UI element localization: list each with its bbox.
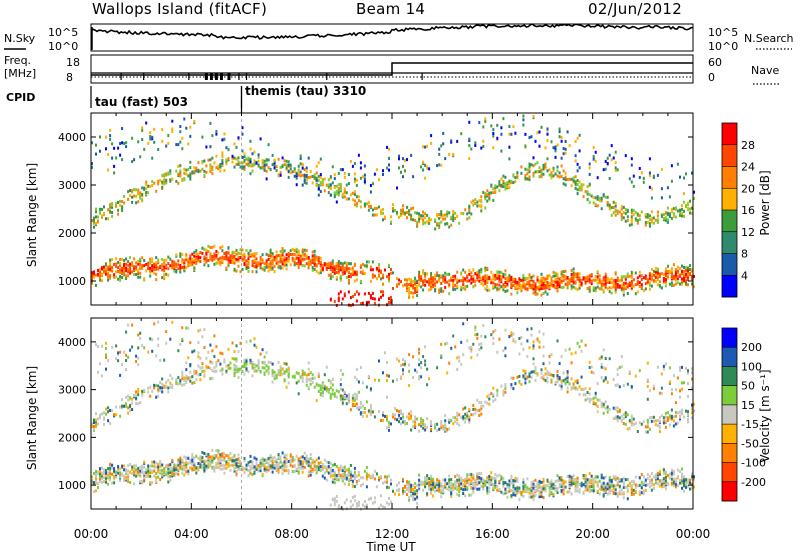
nsky-label: N.Sky	[4, 32, 36, 45]
power-colorbar-tick-label-6: 4	[741, 269, 748, 282]
time-xlabel: Time UT	[365, 540, 416, 554]
velocity-colorbar-seg-0	[722, 328, 737, 348]
nsky-panel-frame	[90, 23, 694, 52]
power-pixels	[91, 114, 695, 307]
velocity-colorbar-seg-4	[722, 404, 737, 425]
velocity-colorbar-tick-label-1: 100	[741, 360, 762, 373]
power-colorbar-tick-label-1: 24	[741, 161, 755, 174]
power-colorbar-seg-3	[722, 188, 737, 211]
velocity-colorbar-seg-3	[722, 385, 737, 406]
power-colorbar-tick-label-5: 8	[741, 248, 748, 261]
time-xtick-label-4: 16:00	[475, 527, 510, 541]
velocity-colorbar-seg-5	[722, 424, 737, 444]
nave-series-line	[91, 62, 693, 76]
freq-label: Freq.	[4, 54, 31, 67]
time-xtick-label-0: 00:00	[74, 527, 109, 541]
velocity-colorbar-seg-8	[722, 481, 737, 502]
velocity-ytick-label-3: 4000	[58, 336, 86, 349]
velocity-ytick-label-0: 1000	[58, 479, 86, 492]
power-colorbar-tick-label-0: 28	[741, 139, 755, 152]
power-ytick-label-0: 1000	[58, 275, 86, 288]
cpid-segment-2: themis (tau) 3310	[245, 84, 366, 98]
power-colorbar-tick-label-3: 16	[741, 204, 755, 217]
power-colorbar-seg-7	[722, 275, 737, 298]
nsearch-label: N.Search	[744, 32, 794, 45]
cpid-label: CPID	[6, 91, 35, 104]
power-ytick-label-3: 4000	[58, 131, 86, 144]
velocity-colorbar-seg-6	[722, 443, 737, 463]
time-xtick-label-2: 08:00	[274, 527, 309, 541]
power-colorbar-seg-4	[722, 210, 737, 233]
power-ylabel: Slant Range [km]	[25, 163, 39, 267]
freq-unit-label: [MHz]	[4, 67, 36, 80]
nsky-series-line	[90, 23, 694, 40]
velocity-colorbar-tick-label-6: -100	[741, 457, 766, 470]
power-colorbar-seg-6	[722, 253, 737, 276]
station-title: Wallops Island (fitACF)	[92, 0, 268, 18]
velocity-ytick-label-2: 3000	[58, 384, 86, 397]
power-ytick-label-2: 3000	[58, 179, 86, 192]
power-colorbar-tick-label-2: 20	[741, 182, 755, 195]
velocity-colorbar-frame	[721, 327, 738, 502]
nsearch-tick-bottom: 10^0	[708, 40, 738, 53]
nave-tick-top: 60	[708, 56, 722, 69]
nave-tick-bottom: 0	[708, 71, 715, 84]
velocity-colorbar-seg-1	[722, 347, 737, 367]
velocity-pixels	[91, 320, 695, 511]
freq-tick-top: 18	[66, 56, 80, 69]
cpid-segment-1: tau (fast) 503	[95, 95, 188, 109]
freq-tick-bottom: 8	[66, 71, 73, 84]
velocity-colorbar-seg-7	[722, 462, 737, 483]
freq-panel-frame	[90, 54, 694, 84]
time-xtick-label-5: 20:00	[575, 527, 610, 541]
power-colorbar-seg-5	[722, 231, 737, 254]
velocity-colorbar-tick-label-4: -15	[741, 418, 759, 431]
power-colorbar-label: Power [dB]	[758, 170, 772, 235]
power-colorbar-tick-label-4: 12	[741, 226, 755, 239]
velocity-colorbar-label: Velocity [m s⁻¹]	[758, 369, 772, 462]
velocity-colorbar-tick-label-3: 15	[741, 399, 755, 412]
velocity-colorbar-tick-label-5: -50	[741, 437, 759, 450]
date-title: 02/Jun/2012	[588, 0, 683, 18]
time-xtick-label-1: 04:00	[174, 527, 209, 541]
time-xtick-label-6: 00:00	[676, 527, 711, 541]
power-colorbar-seg-0	[722, 123, 737, 146]
velocity-colorbar-seg-2	[722, 366, 737, 387]
velocity-ylabel: Slant Range [km]	[25, 366, 39, 470]
velocity-ytick-label-1: 2000	[58, 431, 86, 444]
nsky-tick-top: 10^5	[48, 26, 78, 39]
power-colorbar-seg-1	[722, 144, 737, 167]
beam-title: Beam 14	[356, 0, 426, 18]
velocity-colorbar-tick-label-0: 200	[741, 341, 762, 354]
power-colorbar-seg-2	[722, 166, 737, 189]
nsky-tick-bottom: 10^0	[48, 40, 78, 53]
nave-label: Nave	[751, 64, 779, 77]
time-xtick-label-3: 12:00	[375, 527, 410, 541]
velocity-colorbar-tick-label-7: -200	[741, 476, 766, 489]
velocity-colorbar-tick-label-2: 50	[741, 380, 755, 393]
power-ytick-label-1: 2000	[58, 227, 86, 240]
nsearch-tick-top: 10^5	[708, 26, 738, 39]
